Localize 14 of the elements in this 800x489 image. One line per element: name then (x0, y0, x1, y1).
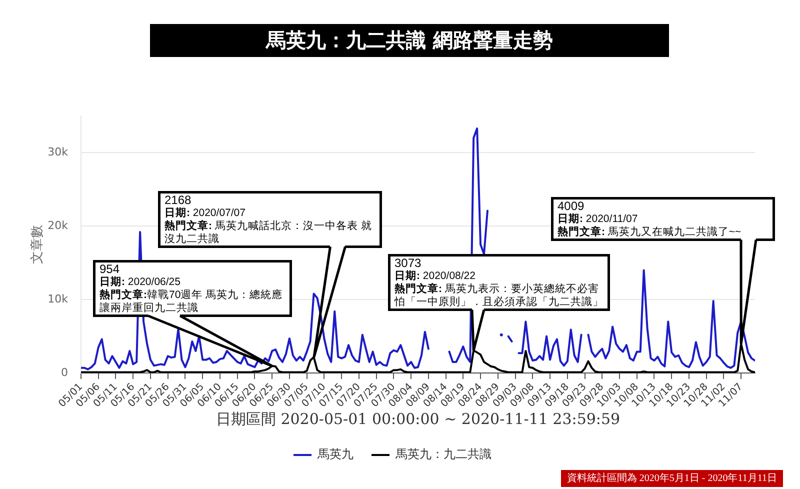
chart-title: 馬英九：九二共識 網路聲量走勢 (150, 24, 669, 57)
y-tick-label: 0 (61, 366, 68, 379)
x-axis-title: 日期區間 2020-05-01 00:00:00 ~ 2020-11-11 23:59:59 (216, 410, 620, 428)
y-tick-label: 10k (48, 292, 69, 306)
annotation: 2168 日期: 2020/07/07 熱門文章: 馬英九喊話北京：沒一中各表 就沒九二共識 (164, 192, 373, 246)
text: 資料統計區間為 2020年5月1日 - 2020年11月11日 (560, 470, 783, 487)
y-axis-title: 文章數 (30, 225, 46, 264)
annotation: 4009 日期: 2020/11/07 熱門文章: 馬英九又在喊九二共識了~~ (558, 198, 742, 238)
y-tick-label: 30k (48, 146, 69, 159)
legend-label: 馬英九 (316, 447, 354, 462)
legend-label: 馬英九：九二共識 (394, 447, 492, 462)
annotation: 3073 日期: 2020/08/22 熱門文章: 馬英九表示：要小英總統不必害怕「一中原則」．且必須承認「九二共識」 (394, 256, 604, 308)
y-tick-label: 20k (48, 219, 69, 232)
annotation: 954 日期: 2020/06/25 熱門文章:韓戰70週年 馬英九：總統應讓兩岸重回九二共識 (100, 262, 284, 314)
